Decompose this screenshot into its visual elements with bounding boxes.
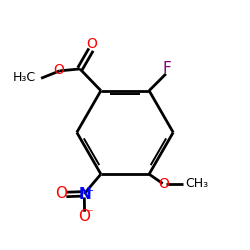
Text: N: N: [78, 187, 91, 202]
Text: O: O: [78, 209, 90, 224]
Text: ⁻: ⁻: [86, 208, 92, 221]
Text: O: O: [55, 186, 67, 201]
Text: O: O: [158, 177, 169, 191]
Text: O: O: [86, 37, 97, 51]
Text: H₃C: H₃C: [12, 71, 36, 84]
Text: CH₃: CH₃: [186, 177, 208, 190]
Text: O: O: [54, 64, 64, 78]
Text: F: F: [162, 62, 171, 76]
Text: +: +: [84, 186, 94, 196]
